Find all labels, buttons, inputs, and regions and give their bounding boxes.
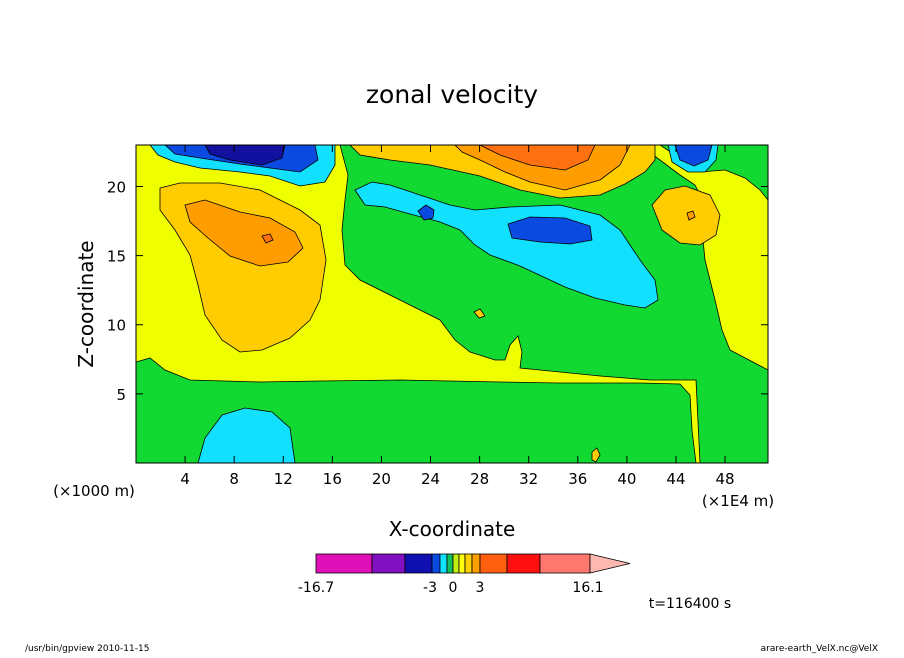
x-tick-label: 24 (421, 470, 440, 488)
x-tick-label: 44 (666, 470, 685, 488)
footer-right: arare-earth_VelX.nc@VelX (761, 644, 878, 654)
x-tick-label: 36 (568, 470, 587, 488)
region-blue-dot (417, 204, 435, 221)
z-tick-label: 15 (107, 248, 126, 266)
z-axis-label: Z-coordinate (74, 240, 98, 367)
region-orange-right-dot (686, 210, 696, 221)
colorbar-segment (431, 553, 441, 574)
colorbar-segment (446, 553, 454, 574)
x-axis-label: X-coordinate (389, 517, 516, 541)
z-tick-label: 5 (116, 386, 126, 404)
x-tick-label: 8 (229, 470, 239, 488)
colorbar-segment (539, 553, 591, 574)
region-darkblue-top-left (204, 145, 286, 166)
z-tick-label: 10 (107, 317, 126, 335)
x-tick-label: 28 (470, 470, 489, 488)
x-tick-label: 20 (372, 470, 391, 488)
colorbar-min-label: -16.7 (298, 580, 334, 596)
chart-title: zonal velocity (366, 80, 538, 109)
colorbar-segment (479, 553, 508, 574)
colorbar-segment (471, 553, 481, 574)
x-axis-ticks: 4 8 12 16 20 24 28 32 36 40 44 48 (180, 145, 735, 488)
colorbar-segment (458, 553, 466, 574)
colorbar-segment (439, 553, 448, 574)
region-red-top-center (479, 145, 596, 171)
panel-frame (135, 144, 769, 464)
region-red-left-dot (261, 233, 274, 244)
z-tick-label: 20 (107, 178, 126, 196)
region-cyan-bottom (197, 407, 296, 463)
z-unit-label: (×1000 m) (53, 482, 135, 500)
z-axis-ticks: 5 10 15 20 (107, 178, 768, 404)
x-tick-label: 12 (274, 470, 293, 488)
colorbar-max-label: 16.1 (572, 580, 603, 596)
colorbar (315, 553, 631, 574)
region-blue-right (674, 145, 713, 167)
colorbar-extend-arrow (589, 553, 631, 574)
time-label: t=116400 s (649, 596, 731, 612)
colorbar-mid-label-zero: 0 (449, 580, 458, 596)
colorbar-mid-label-neg: -3 (423, 580, 437, 596)
colorbar-mid-label-pos: 3 (476, 580, 485, 596)
colorbar-segment (315, 553, 373, 574)
x-tick-label: 32 (519, 470, 538, 488)
region-small-yellow-dot (473, 308, 486, 319)
colorbar-segment (464, 553, 473, 574)
region-darkorange-left (184, 199, 304, 267)
x-tick-label: 40 (617, 470, 636, 488)
region-blue-middle (507, 216, 593, 245)
footer-left: /usr/bin/gpview 2010-11-15 (25, 644, 149, 654)
region-orange-right (651, 185, 721, 246)
colorbar-segment (506, 553, 541, 574)
x-unit-label: (×1E4 m) (702, 492, 774, 510)
colorbar-segment (452, 553, 460, 574)
region-small-orange-dot (591, 447, 601, 463)
colorbar-segment (404, 553, 433, 574)
x-tick-label: 4 (180, 470, 190, 488)
x-tick-label: 48 (716, 470, 735, 488)
colorbar-segment (371, 553, 406, 574)
x-tick-label: 16 (323, 470, 342, 488)
